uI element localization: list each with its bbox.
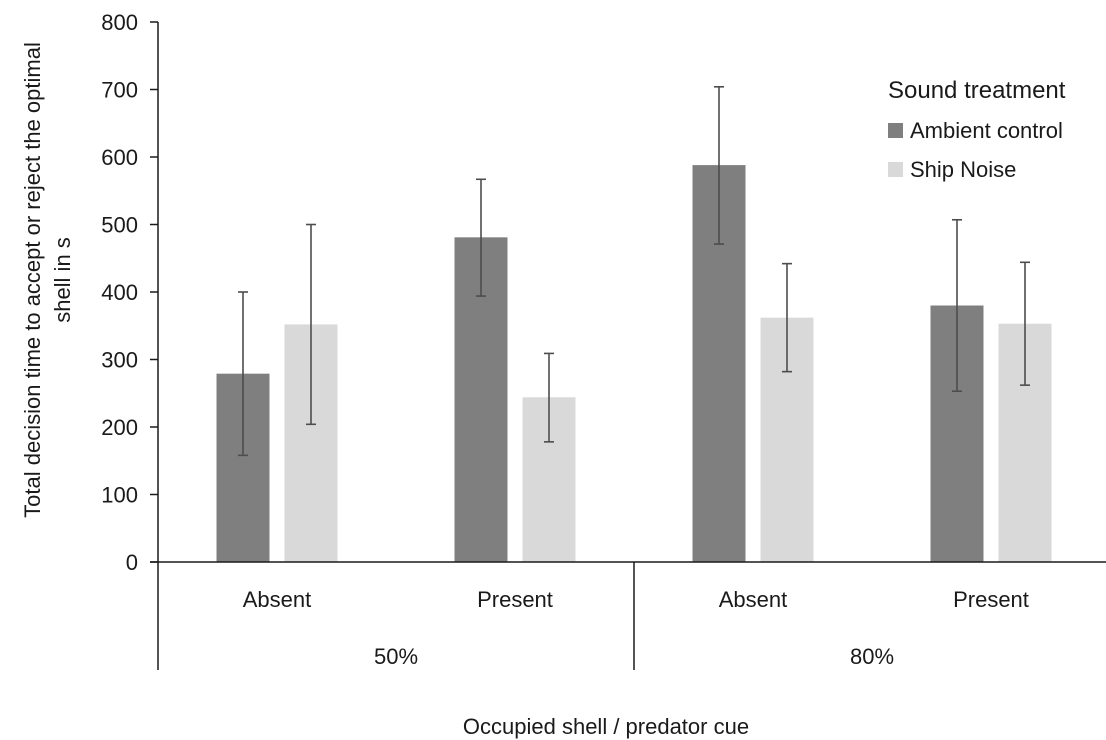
legend-title: Sound treatment [888,77,1066,104]
y-axis-title-line1: Total decision time to accept or reject … [20,42,45,518]
x-axis: Absent Present 50% Absent Present 80% [150,561,1106,670]
y-axis: 0 100 200 300 400 500 600 700 800 [101,10,159,575]
error-bars [238,86,1030,457]
y-tick-label: 500 [101,213,138,238]
y-axis-title-line2: shell in s [50,237,75,323]
x-tick-label: Present [953,587,1029,612]
legend-swatch [888,162,903,177]
y-tick-label: 100 [101,483,138,508]
x-tick-label: Absent [719,587,788,612]
y-tick-label: 700 [101,78,138,103]
y-tick-label: 300 [101,348,138,373]
y-tick-label: 200 [101,415,138,440]
x-axis-title: Occupied shell / predator cue [463,714,749,739]
x-group-label: 50% [374,644,418,669]
y-tick-label: 400 [101,280,138,305]
y-tick-label: 800 [101,10,138,35]
x-tick-label: Present [477,587,553,612]
x-group-label: 80% [850,644,894,669]
legend-swatch [888,123,903,138]
legend-label: Ship Noise [910,157,1016,182]
y-tick-label: 0 [126,550,138,575]
bars [216,165,1052,562]
x-tick-label: Absent [243,587,312,612]
y-tick-label: 600 [101,145,138,170]
legend-label: Ambient control [910,118,1063,143]
legend: Sound treatment Ambient control Ship Noise [888,77,1066,182]
